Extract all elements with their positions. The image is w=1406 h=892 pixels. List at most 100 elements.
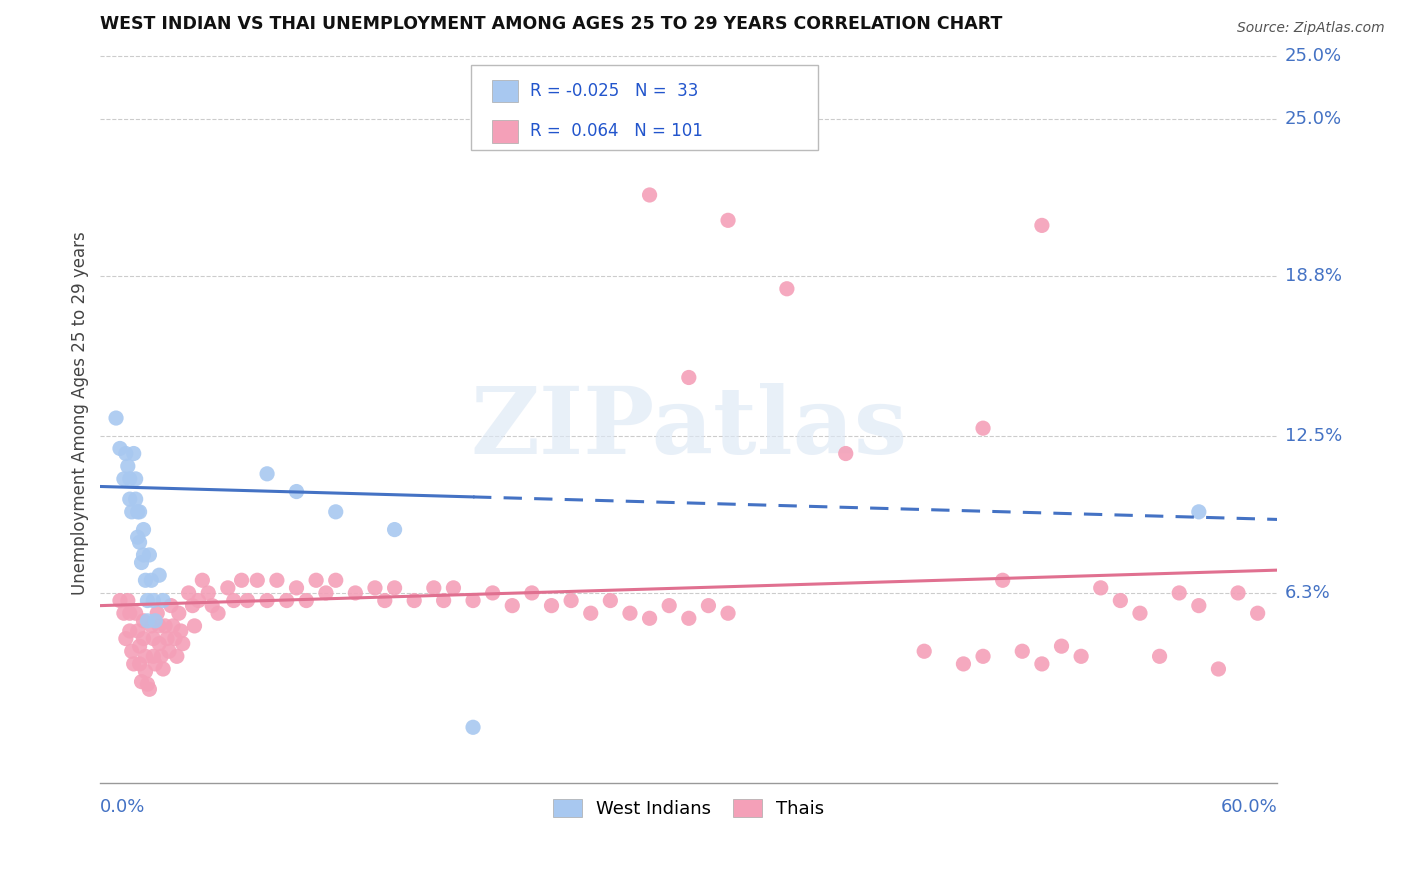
Point	[118, 492, 141, 507]
Point	[325, 505, 347, 519]
Point	[441, 581, 464, 595]
Point	[138, 548, 160, 562]
Point	[384, 523, 406, 537]
Point	[285, 581, 308, 595]
Text: R = -0.025   N =  33: R = -0.025 N = 33	[530, 82, 699, 100]
Point	[105, 411, 128, 425]
Point	[121, 505, 143, 519]
Bar	[492, 120, 519, 143]
Point	[163, 632, 186, 646]
Point	[256, 467, 278, 481]
Point	[404, 593, 426, 607]
Point	[132, 614, 155, 628]
Point	[952, 657, 974, 671]
Point	[127, 624, 149, 638]
Point	[132, 548, 155, 562]
Point	[118, 624, 141, 638]
Point	[217, 581, 239, 595]
Point	[128, 639, 150, 653]
Point	[579, 606, 602, 620]
Point	[183, 619, 205, 633]
Point	[678, 370, 700, 384]
Point	[717, 606, 740, 620]
Point	[115, 632, 138, 646]
Point	[1168, 586, 1191, 600]
Point	[295, 593, 318, 607]
Point	[124, 472, 146, 486]
Point	[912, 644, 935, 658]
Point	[127, 530, 149, 544]
Point	[121, 644, 143, 658]
Y-axis label: Unemployment Among Ages 25 to 29 years: Unemployment Among Ages 25 to 29 years	[72, 231, 89, 595]
Point	[132, 632, 155, 646]
Point	[152, 662, 174, 676]
Point	[207, 606, 229, 620]
Bar	[492, 79, 519, 102]
Point	[1050, 639, 1073, 653]
Point	[136, 614, 159, 628]
Point	[167, 606, 190, 620]
Point	[433, 593, 456, 607]
Point	[162, 619, 184, 633]
Point	[222, 593, 245, 607]
Point	[481, 586, 503, 600]
Point	[697, 599, 720, 613]
Point	[501, 599, 523, 613]
Point	[1109, 593, 1132, 607]
Point	[658, 599, 681, 613]
Point	[141, 619, 163, 633]
Point	[520, 586, 543, 600]
Point	[384, 581, 406, 595]
Point	[143, 614, 166, 628]
Point	[172, 637, 194, 651]
Point	[141, 574, 163, 588]
Point	[776, 282, 799, 296]
Point	[122, 657, 145, 671]
Point	[136, 593, 159, 607]
Point	[231, 574, 253, 588]
Point	[266, 574, 288, 588]
Point	[191, 574, 214, 588]
Point	[134, 665, 156, 679]
Point	[181, 599, 204, 613]
Point	[256, 593, 278, 607]
Point	[108, 442, 131, 456]
Point	[142, 649, 165, 664]
Point	[1149, 649, 1171, 664]
Point	[157, 644, 180, 658]
Point	[315, 586, 337, 600]
Point	[1031, 219, 1053, 233]
Point	[236, 593, 259, 607]
Point	[117, 593, 139, 607]
Point	[1129, 606, 1152, 620]
Point	[678, 611, 700, 625]
FancyBboxPatch shape	[471, 65, 818, 150]
Point	[197, 586, 219, 600]
Point	[1208, 662, 1230, 676]
Point	[153, 619, 176, 633]
Point	[619, 606, 641, 620]
Text: 60.0%: 60.0%	[1220, 798, 1277, 816]
Point	[156, 632, 179, 646]
Point	[146, 606, 169, 620]
Point	[461, 593, 484, 607]
Text: 0.0%: 0.0%	[100, 798, 146, 816]
Text: Source: ZipAtlas.com: Source: ZipAtlas.com	[1237, 21, 1385, 35]
Point	[148, 637, 170, 651]
Point	[972, 421, 994, 435]
Point	[1090, 581, 1112, 595]
Point	[1246, 606, 1268, 620]
Point	[325, 574, 347, 588]
Text: 25.0%: 25.0%	[1285, 46, 1343, 64]
Point	[638, 188, 661, 202]
Point	[131, 556, 153, 570]
Point	[108, 593, 131, 607]
Point	[1227, 586, 1250, 600]
Text: WEST INDIAN VS THAI UNEMPLOYMENT AMONG AGES 25 TO 29 YEARS CORRELATION CHART: WEST INDIAN VS THAI UNEMPLOYMENT AMONG A…	[100, 15, 1002, 33]
Point	[991, 574, 1014, 588]
Text: ZIPatlas: ZIPatlas	[470, 383, 907, 473]
Point	[1188, 599, 1211, 613]
Point	[177, 586, 200, 600]
Point	[131, 674, 153, 689]
Point	[148, 619, 170, 633]
